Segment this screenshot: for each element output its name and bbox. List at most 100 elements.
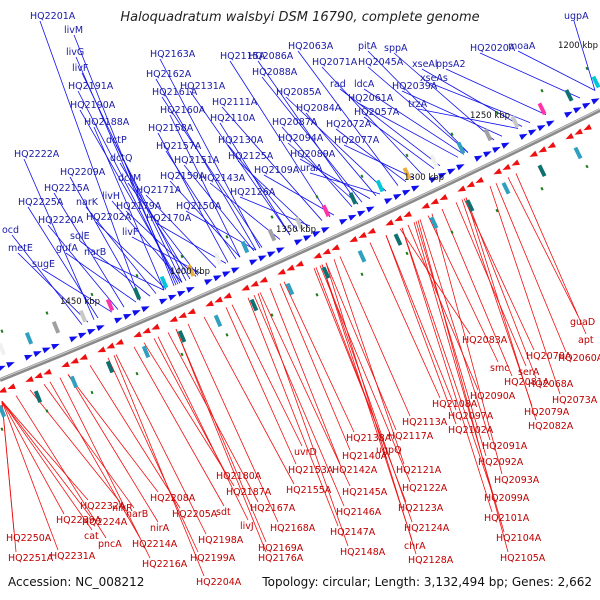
forward-gene-arrow [168, 294, 177, 301]
forward-leader-line [65, 252, 137, 303]
reverse-gene-label: HQ2187A [226, 487, 272, 498]
reverse-gene-label: HQ2082A [528, 421, 574, 432]
forward-leader-line [299, 158, 371, 199]
forward-leader-line [229, 60, 331, 218]
forward-gene-arrow [321, 227, 330, 234]
feature-block [105, 298, 115, 312]
reverse-gene-label: HQ2199A [190, 553, 236, 564]
kbp-tick-label: 1400 kbp [170, 267, 210, 277]
forward-leader-line [79, 240, 151, 297]
marker-tick [0, 329, 4, 333]
forward-gene-arrow [393, 193, 402, 201]
forward-leader-line [155, 78, 257, 251]
reverse-gene-label: apt [578, 335, 594, 346]
marker-tick [135, 371, 139, 376]
forward-leader-line [79, 109, 181, 284]
reverse-gene-label: HQ2168A [270, 523, 316, 534]
reverse-gene-label: HQ2113A [402, 417, 448, 428]
feature-block [429, 216, 439, 229]
forward-gene-label: HQ2063A [288, 41, 334, 52]
forward-leader-line [305, 112, 377, 197]
forward-gene-label: sqlE [70, 231, 90, 242]
forward-gene-label: HQ2020A [470, 43, 516, 54]
reverse-leader-line [325, 262, 417, 555]
reverse-gene-label: smc [490, 363, 509, 374]
feature-block [24, 332, 34, 345]
forward-gene-label: dctP [106, 135, 127, 146]
reverse-gene-label: serA [518, 367, 540, 378]
reverse-gene-arrow [538, 146, 547, 153]
reverse-gene-label: HQ2093A [494, 475, 540, 486]
forward-gene-label: HQ2171A [136, 185, 182, 196]
feature-block [564, 89, 574, 102]
reverse-leader-line [339, 256, 411, 417]
reverse-gene-arrow [394, 215, 403, 222]
forward-gene-arrow [438, 172, 447, 179]
reverse-gene-label: HQ2147A [330, 527, 376, 538]
reverse-gene-label: sdt [216, 507, 231, 518]
forward-leader-line [321, 66, 423, 175]
forward-gene-label: HQ2201A [30, 11, 76, 22]
marker-tick [360, 174, 364, 179]
forward-gene-label: HQ2115A [220, 51, 266, 62]
reverse-gene-label: HQ2148A [340, 547, 386, 558]
marker-tick [585, 164, 589, 169]
forward-leader-line [227, 144, 299, 232]
forward-gene-label: HQ2111A [212, 97, 258, 108]
feature-block [429, 154, 439, 167]
feature-block [240, 240, 250, 254]
reverse-gene-arrow [187, 308, 196, 315]
forward-leader-line [417, 108, 519, 129]
reverse-gene-label: HQ2250A [6, 533, 52, 544]
forward-leader-line [335, 128, 407, 183]
forward-leader-line [41, 268, 113, 313]
reverse-gene-arrow [214, 296, 223, 303]
forward-gene-arrow [51, 343, 60, 350]
reverse-gene-label: HQ2092A [478, 457, 524, 468]
forward-leader-line [11, 234, 83, 325]
feature-block [402, 167, 412, 180]
topology-summary: Topology: circular; Length: 3,132,494 bp… [262, 575, 592, 589]
reverse-leader-line [441, 208, 513, 377]
reverse-gene-arrow [97, 346, 106, 353]
reverse-leader-line [225, 307, 297, 465]
reverse-gene-arrow [277, 268, 286, 275]
forward-gene-label: HQ2225A [18, 197, 64, 208]
forward-gene-label: HQ2191A [68, 81, 114, 92]
forward-leader-line [421, 68, 523, 127]
marker-tick [540, 186, 544, 191]
feature-block [294, 216, 304, 230]
reverse-leader-line [259, 292, 351, 487]
reverse-gene-label: HQ2205A [172, 509, 218, 520]
reverse-leader-line [283, 281, 355, 433]
reverse-leader-line [187, 323, 279, 523]
forward-gene-label: HQ2109A [254, 165, 300, 176]
forward-gene-arrow [573, 107, 582, 114]
forward-gene-label: HQ2084A [296, 103, 342, 114]
forward-gene-label: HQ2088A [252, 67, 298, 78]
marker-tick [495, 110, 499, 115]
feature-block [249, 298, 259, 312]
reverse-gene-label: HQ2060A [558, 353, 600, 364]
marker-tick [225, 333, 229, 337]
reverse-gene-label: HQ2091A [482, 441, 528, 452]
reverse-gene-label: uvrD [294, 447, 317, 458]
feature-block [348, 192, 358, 205]
marker-tick [495, 208, 499, 213]
reverse-gene-label: HQ2169A [258, 543, 304, 554]
reverse-gene-label: HQ2153A [288, 465, 334, 476]
reverse-gene-label: chrA [404, 541, 426, 552]
reverse-gene-arrow [565, 132, 574, 140]
feature-block [186, 264, 196, 277]
forward-leader-line [93, 256, 165, 291]
reverse-gene-label: HQ2204A [196, 577, 242, 588]
kbp-tick-label: 1350 kbp [276, 225, 316, 235]
forward-gene-arrow [312, 231, 321, 238]
forward-gene-arrow [132, 310, 141, 316]
forward-leader-line [393, 52, 495, 141]
feature-block [591, 75, 600, 89]
forward-leader-line [221, 106, 323, 221]
reverse-gene-label: HQ2078A [526, 351, 572, 362]
reverse-gene-label: livJ [240, 521, 254, 532]
forward-gene-label: livM [64, 25, 83, 36]
